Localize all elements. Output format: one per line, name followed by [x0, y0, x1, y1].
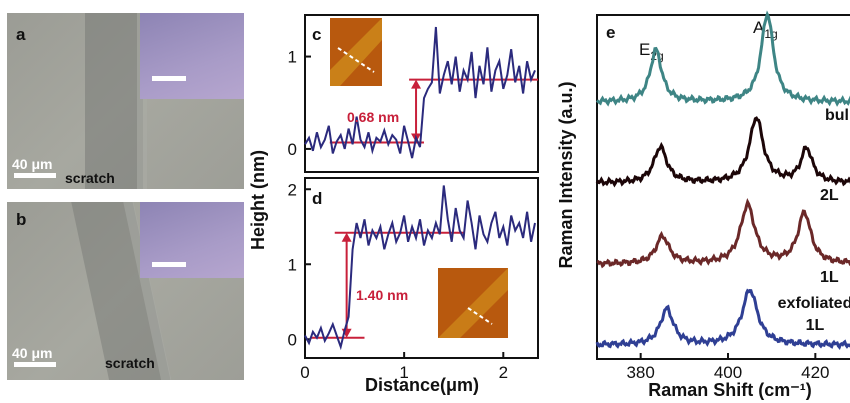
raman-intensity-label: Raman Intensity (a.u.) [556, 81, 576, 268]
ytick-label: 1 [288, 48, 297, 67]
micrograph-b: b 40 μm scratch [7, 202, 244, 380]
series-label: exfoliated 1L [778, 295, 850, 334]
inset-scalebar [152, 76, 186, 81]
scalebar-a [14, 173, 56, 178]
scratch-caption-b: scratch [105, 355, 155, 371]
distance-axis-label: Distance(μm) [365, 375, 479, 395]
xtick-label: 420 [801, 363, 829, 382]
step-annotation-d: 1.40 nm [356, 287, 408, 303]
raman-curve-2L [595, 116, 850, 188]
arrowhead-top [411, 79, 422, 89]
xtick-label: 2 [499, 363, 508, 382]
xticks-e: 380 400 420 [626, 353, 830, 382]
step-annotation-c: 0.68 nm [347, 109, 399, 125]
scalebar-b [14, 362, 56, 367]
xtick-label: 1 [399, 363, 408, 382]
raman-spectra: Raman Intensity (a.u.) e E2g A1g bulk2L1… [556, 10, 850, 400]
scalebar-text-a: 40 μm [12, 156, 53, 172]
xtick-label: 400 [714, 363, 742, 382]
inset-a [140, 13, 244, 99]
series-label: 2L [820, 187, 839, 204]
scratch-stripe [85, 13, 143, 189]
series-label: 1L [820, 269, 839, 286]
profile-line-c [304, 26, 536, 159]
plot-frame-d [304, 177, 539, 359]
raman-shift-axis-label: Raman Shift (cm⁻¹) [648, 380, 812, 400]
yticks-c: 01 [288, 48, 311, 159]
height-axis-label: Height (nm) [250, 150, 268, 250]
scratch-caption-a: scratch [65, 170, 115, 186]
ytick-label: 0 [288, 330, 297, 349]
plot-frame-c [304, 14, 539, 173]
raman-curve-1L [596, 198, 850, 269]
yticks-d: 0 1 2 [288, 180, 311, 349]
scalebar-text-b: 40 μm [12, 345, 53, 361]
xtick-label: 0 [300, 363, 309, 382]
inset-scalebar [152, 262, 186, 267]
panel-label-b: b [16, 210, 27, 229]
ytick-label: 1 [288, 255, 297, 274]
panel-label-c: c [312, 25, 321, 44]
panel-label-d: d [312, 189, 322, 208]
ytick-label: 2 [288, 180, 297, 199]
arrowhead-top [341, 232, 352, 242]
inset-b [140, 202, 244, 278]
panel-label-a: a [16, 25, 26, 44]
raman-curve-bulk [595, 10, 850, 107]
raman-curve-exfoliated-1L [595, 288, 850, 350]
xtick-label: 380 [626, 363, 654, 382]
scratch-edge [137, 13, 147, 189]
afm-inset-c [330, 18, 382, 86]
ytick-label: 0 [288, 140, 297, 159]
panel-label-e: e [606, 23, 615, 42]
micrograph-a: a 40 μm scratch [7, 13, 244, 189]
xticks-d: 0 1 2 [300, 352, 508, 382]
series-label: bulk [825, 107, 850, 124]
afm-inset-d [438, 268, 508, 338]
profile-line-d [304, 185, 536, 351]
